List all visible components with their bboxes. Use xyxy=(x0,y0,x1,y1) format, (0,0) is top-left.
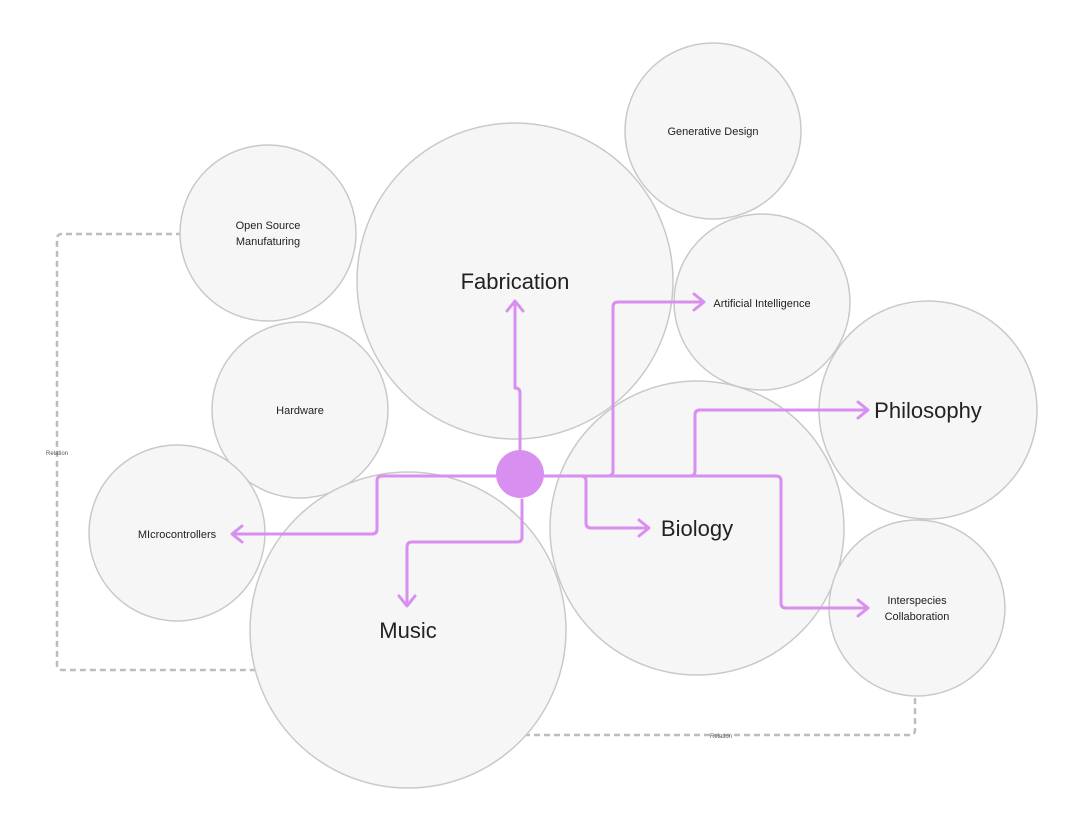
label-hardware: Hardware xyxy=(276,405,324,417)
relation-label-bottom: Relation xyxy=(710,734,732,740)
arrow-head-interspecies xyxy=(856,598,870,618)
label-biology: Biology xyxy=(661,516,733,541)
label-artificial-intelligence: Artificial Intelligence xyxy=(713,298,810,310)
flow-to-microcontrollers xyxy=(232,474,498,536)
label-interspecies-line1: Interspecies xyxy=(887,595,947,607)
relation-connector-left xyxy=(55,232,255,672)
node-generative-design[interactable] xyxy=(624,42,802,220)
label-music: Music xyxy=(379,618,436,643)
node-fabrication[interactable] xyxy=(356,122,674,440)
node-open-source-manufacturing[interactable] xyxy=(179,144,357,322)
arrow-head-microcontrollers xyxy=(230,524,244,544)
central-hub[interactable] xyxy=(496,450,544,498)
arrow-head-artificial-intelligence xyxy=(692,292,706,312)
label-philosophy: Philosophy xyxy=(874,398,982,423)
flow-to-interspecies xyxy=(543,474,868,610)
label-generative-design: Generative Design xyxy=(667,126,758,138)
arrow-head-biology xyxy=(637,518,651,538)
flow-to-fabrication xyxy=(513,301,522,472)
flow-to-biology xyxy=(543,474,649,530)
node-music[interactable] xyxy=(249,471,567,789)
flow-to-music xyxy=(405,498,524,606)
label-fabrication: Fabrication xyxy=(461,269,570,294)
label-open-source-line2: Manufaturing xyxy=(236,236,300,248)
node-biology[interactable] xyxy=(549,380,845,676)
arrow-head-fabrication xyxy=(505,299,525,313)
label-open-source-line1: Open Source xyxy=(236,220,301,232)
label-interspecies-line2: Collaboration xyxy=(885,611,950,623)
relation-label-left: Relation xyxy=(46,451,68,457)
relation-connector-bottom xyxy=(524,696,917,737)
arrow-head-music xyxy=(397,594,417,608)
label-microcontrollers: MIcrocontrollers xyxy=(138,529,217,541)
node-hardware[interactable] xyxy=(211,321,389,499)
arrow-head-philosophy xyxy=(856,400,870,420)
